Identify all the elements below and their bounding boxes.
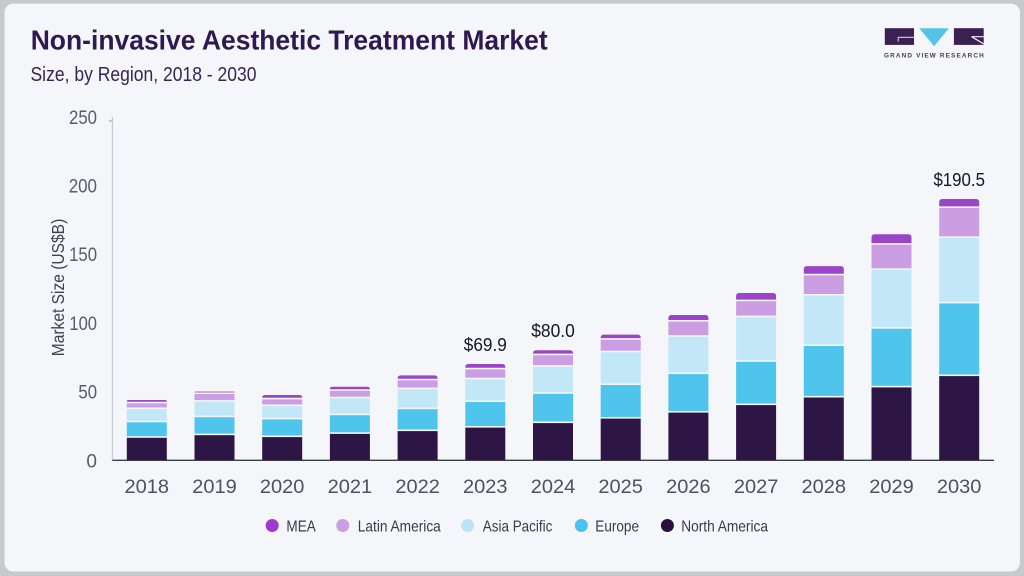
svg-text:2028: 2028 <box>802 477 847 498</box>
svg-text:GRAND VIEW RESEARCH: GRAND VIEW RESEARCH <box>884 52 984 59</box>
svg-text:North America: North America <box>681 518 768 535</box>
svg-text:2018: 2018 <box>125 477 170 498</box>
svg-text:2023: 2023 <box>463 477 508 498</box>
svg-text:200: 200 <box>69 177 97 198</box>
svg-text:Non-invasive Aesthetic Treatme: Non-invasive Aesthetic Treatment Market <box>31 25 548 56</box>
svg-text:$80.0: $80.0 <box>531 321 575 341</box>
svg-text:Latin America: Latin America <box>358 518 441 535</box>
svg-text:2021: 2021 <box>328 477 373 498</box>
svg-text:150: 150 <box>69 245 97 266</box>
svg-text:2029: 2029 <box>869 477 914 498</box>
svg-text:$190.5: $190.5 <box>933 170 985 190</box>
svg-text:2019: 2019 <box>192 477 237 498</box>
svg-text:2025: 2025 <box>598 477 643 498</box>
svg-text:Europe: Europe <box>595 518 639 535</box>
svg-text:Asia Pacific: Asia Pacific <box>483 518 553 535</box>
svg-text:MEA: MEA <box>286 518 316 535</box>
svg-text:2024: 2024 <box>531 477 576 498</box>
svg-text:Market Size (US$B): Market Size (US$B) <box>48 219 68 357</box>
svg-text:$69.9: $69.9 <box>464 335 507 355</box>
svg-text:50: 50 <box>78 383 97 404</box>
svg-text:Size, by Region, 2018 - 2030: Size, by Region, 2018 - 2030 <box>31 64 257 86</box>
svg-text:2026: 2026 <box>666 477 711 498</box>
svg-text:0: 0 <box>86 451 97 472</box>
svg-text:2027: 2027 <box>734 477 779 498</box>
svg-text:100: 100 <box>69 314 97 335</box>
svg-text:2022: 2022 <box>395 477 440 498</box>
svg-text:250: 250 <box>69 108 97 129</box>
svg-text:2020: 2020 <box>260 477 305 498</box>
svg-text:2030: 2030 <box>937 477 982 498</box>
